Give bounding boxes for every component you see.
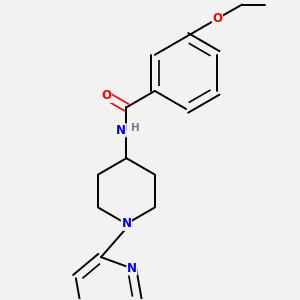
Text: O: O [101, 89, 112, 102]
Text: H: H [131, 123, 140, 133]
Text: N: N [122, 217, 131, 230]
Text: N: N [116, 124, 126, 137]
Text: O: O [212, 12, 222, 25]
Text: N: N [127, 262, 137, 275]
